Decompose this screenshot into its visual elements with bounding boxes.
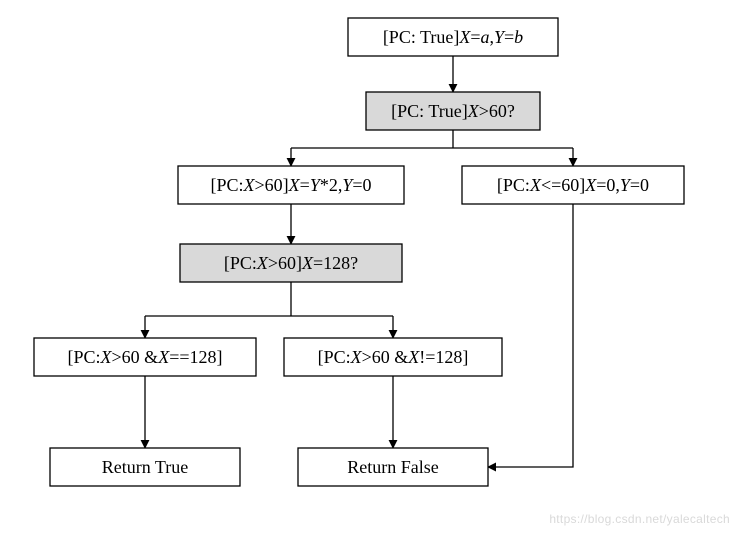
flow-node: Return True bbox=[50, 448, 240, 486]
node-label: [PC: X<=60]X=0, Y=0 bbox=[462, 166, 684, 204]
node-label: [PC: True]X>60? bbox=[366, 92, 540, 130]
nodes-group: [PC: True] X=a, Y=b [PC: True]X>60? [PC: X… bbox=[34, 18, 684, 486]
node-label: Return True bbox=[50, 448, 240, 486]
node-label: [PC: X>60 & X==128] bbox=[34, 338, 256, 376]
flow-node: [PC: True] X=a, Y=b bbox=[348, 18, 558, 56]
node-label: [PC: X>60] X=128? bbox=[180, 244, 402, 282]
node-label: [PC: True] X=a, Y=b bbox=[348, 18, 558, 56]
node-label: [PC: X>60 & X!=128] bbox=[284, 338, 502, 376]
node-label: [PC: X>60] X=Y*2, Y=0 bbox=[178, 166, 404, 204]
flow-node: [PC: X<=60]X=0, Y=0 bbox=[462, 166, 684, 204]
flow-node: [PC: True]X>60? bbox=[366, 92, 540, 130]
edge bbox=[488, 204, 573, 467]
flow-node: [PC: X>60] X=128? bbox=[180, 244, 402, 282]
flowchart-svg: [PC: True] X=a, Y=b [PC: True]X>60? [PC: X… bbox=[0, 0, 740, 534]
node-label: Return False bbox=[298, 448, 488, 486]
flow-node: [PC: X>60] X=Y*2, Y=0 bbox=[178, 166, 404, 204]
flow-node: Return False bbox=[298, 448, 488, 486]
flow-node: [PC: X>60 & X==128] bbox=[34, 338, 256, 376]
flow-node: [PC: X>60 & X!=128] bbox=[284, 338, 502, 376]
